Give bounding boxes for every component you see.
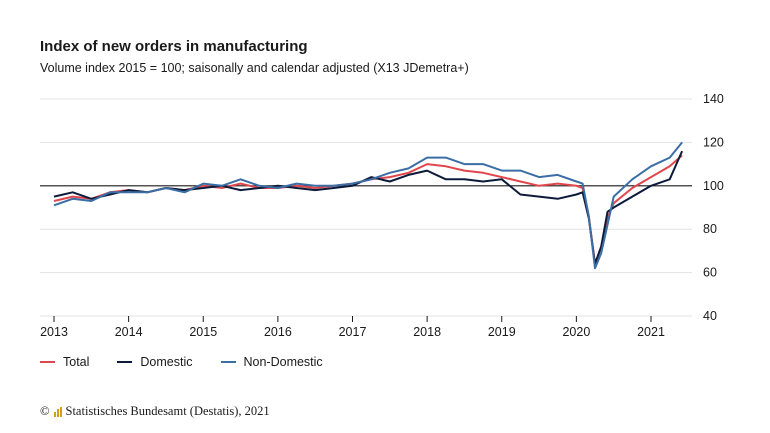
source-text: Statistisches Bundesamt (Destatis), 2021 <box>65 404 270 418</box>
x-tick-label: 2021 <box>637 325 665 339</box>
chart-subtitle: Volume index 2015 = 100; saisonally and … <box>40 61 469 75</box>
chart-title: Index of new orders in manufacturing <box>40 38 308 55</box>
y-tick-label: 80 <box>703 222 717 236</box>
x-tick-label: 2013 <box>40 325 68 339</box>
y-tick-label: 120 <box>703 135 724 149</box>
legend-swatch-domestic <box>117 361 133 363</box>
x-tick-label: 2017 <box>339 325 367 339</box>
legend-item-total: Total <box>40 355 89 369</box>
legend-label-domestic: Domestic <box>140 355 193 369</box>
x-tick-label: 2019 <box>488 325 516 339</box>
x-tick-label: 2016 <box>264 325 292 339</box>
x-tick-label: 2015 <box>189 325 217 339</box>
chart-legend: Total Domestic Non-Domestic <box>40 355 323 369</box>
legend-item-non-domestic: Non-Domestic <box>220 355 323 369</box>
x-tick-label: 2018 <box>413 325 441 339</box>
y-tick-label: 100 <box>703 179 724 193</box>
legend-swatch-total <box>40 361 55 363</box>
line-chart: 40 60 80 100 120 140 2013 2014 2015 2016 2017 2018 2… <box>40 92 724 339</box>
source-note: © Statistisches Bundesamt (Destatis), 20… <box>40 404 270 419</box>
legend-label-non-domestic: Non-Domestic <box>243 355 323 369</box>
legend-label-total: Total <box>63 355 90 369</box>
legend-item-domestic: Domestic <box>117 355 193 369</box>
series-line-non-domestic <box>53 141 683 270</box>
copyright-symbol: © <box>40 404 50 418</box>
destatis-logo-icon <box>53 406 62 417</box>
y-tick-label: 40 <box>703 309 717 323</box>
legend-swatch-non-domestic <box>220 361 236 363</box>
x-tick-label: 2014 <box>115 325 143 339</box>
y-tick-label: 140 <box>703 92 724 106</box>
x-tick-label: 2020 <box>562 325 590 339</box>
y-tick-label: 60 <box>703 266 717 280</box>
